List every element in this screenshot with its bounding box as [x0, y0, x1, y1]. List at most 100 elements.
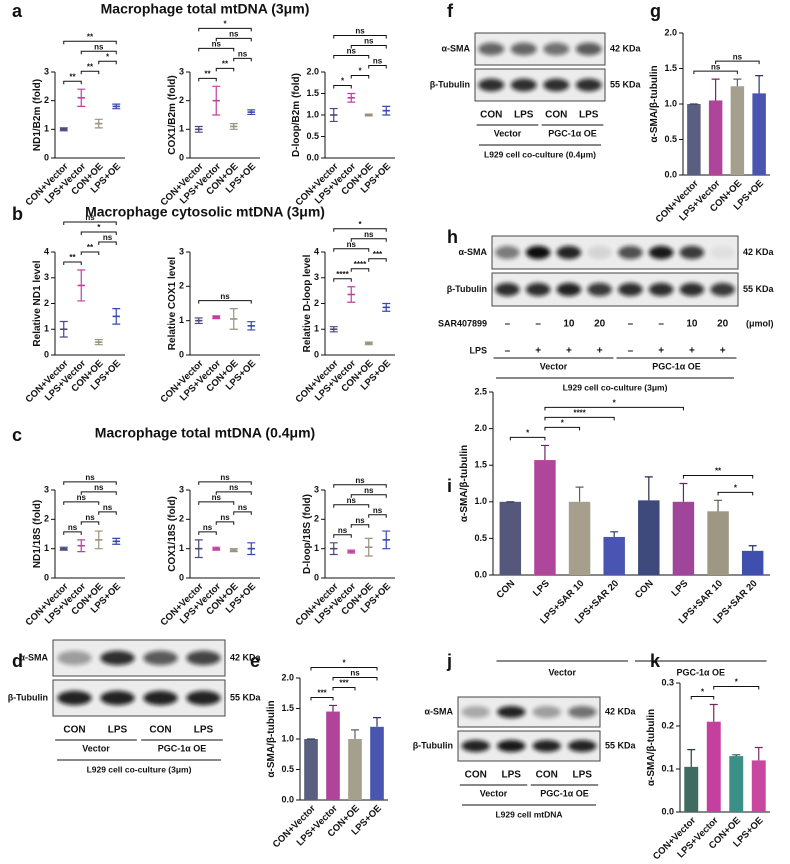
significance-label: ns — [85, 213, 95, 222]
significance-label: * — [358, 220, 362, 229]
y-tick-label: 1 — [44, 543, 49, 553]
band — [495, 245, 520, 260]
significance-label: ns — [220, 292, 230, 301]
y-tick-label: 3 — [314, 272, 319, 282]
significance-label: ns — [350, 669, 360, 678]
significance-label: * — [701, 688, 705, 697]
error-bar — [329, 107, 338, 123]
error-bar — [212, 315, 221, 320]
significance-bracket — [63, 501, 100, 505]
error-bar — [347, 549, 356, 554]
band — [525, 245, 551, 260]
lane-label: CON — [63, 725, 85, 736]
significance-label: ** — [69, 72, 76, 81]
significance-label: ns — [347, 47, 357, 56]
error-bar — [77, 539, 86, 553]
error-bar — [540, 444, 549, 461]
significance-label: * — [342, 659, 346, 668]
significance-bracket — [215, 491, 252, 495]
blot-row-label: β-Tubulin — [447, 284, 487, 294]
group-label: PGC-1α OE — [540, 788, 589, 798]
row-title: Macrophage total mtDNA (0.4μm) — [95, 425, 315, 441]
bar — [751, 760, 766, 812]
band — [575, 78, 602, 92]
blot-row-label: β-Tubulin — [8, 692, 48, 702]
y-tick-label: 0 — [44, 572, 49, 582]
y-tick-label: 1 — [314, 543, 319, 553]
y-tick-label: 0.5 — [664, 134, 677, 144]
significance-label: ns — [212, 493, 222, 502]
y-tick-label: 2 — [179, 95, 184, 105]
y-tick-label: 1.5 — [281, 703, 294, 713]
row-title: Macrophage cytosolic mtDNA (3μm) — [85, 204, 325, 220]
significance-label: ns — [364, 486, 374, 495]
y-axis-label: COX1/18S (fold) — [167, 496, 178, 572]
significance-label: ns — [203, 523, 213, 532]
bar — [370, 726, 384, 800]
error-bar — [711, 78, 720, 101]
y-tick-label: 3 — [314, 484, 319, 494]
lane-label: CON — [545, 110, 567, 121]
significance-label: ns — [711, 62, 721, 71]
significance-bracket — [310, 666, 378, 671]
group-label: Vector — [480, 788, 508, 798]
y-tick-label: 3 — [44, 484, 49, 494]
y-tick-label: 3 — [44, 66, 49, 76]
lane-label: LPS — [194, 725, 214, 736]
y-tick-label: 2.5 — [474, 386, 487, 396]
error-bar — [364, 341, 373, 346]
band — [510, 78, 537, 92]
band — [186, 690, 221, 706]
significance-label: ** — [204, 69, 211, 78]
error-bar — [575, 486, 584, 502]
significance-label: **** — [573, 409, 586, 418]
y-axis-label: ND1/B2m (fold) — [32, 79, 43, 151]
significance-label: ** — [87, 243, 94, 252]
y-tick-label: 0.0 — [661, 806, 674, 816]
significance-label: ns — [238, 49, 248, 58]
band — [143, 650, 178, 666]
error-bar — [610, 531, 619, 537]
significance-bracket — [98, 60, 117, 65]
band — [679, 245, 705, 260]
significance-label: * — [613, 399, 617, 408]
significance-bracket — [63, 40, 117, 45]
significance-bracket — [98, 241, 117, 246]
band — [556, 282, 582, 297]
bar — [534, 460, 556, 575]
band — [618, 245, 643, 260]
error-bar — [732, 754, 741, 757]
significance-label: * — [223, 19, 227, 28]
error-bar — [112, 103, 121, 110]
group-label: PGC-1α OE — [548, 128, 597, 138]
error-bar — [229, 123, 238, 130]
treatment-label: SAR407899 — [438, 318, 487, 328]
significance-label: ns — [103, 503, 113, 512]
significance-bracket — [350, 75, 370, 79]
kda-label: 42 KDa — [605, 706, 637, 716]
bar — [729, 756, 744, 812]
y-tick-label: 0 — [179, 572, 184, 582]
y-tick-label: 0 — [314, 572, 319, 582]
y-tick-label: 1.0 — [474, 496, 487, 506]
bar — [730, 86, 745, 175]
y-axis-label: α-SMA/β-tubulin — [266, 700, 277, 777]
y-tick-label: 2.0 — [664, 27, 677, 37]
panel-label: d — [12, 651, 23, 671]
treatment-level: – — [628, 346, 634, 357]
significance-bracket — [333, 35, 387, 39]
y-tick-label: 4 — [314, 246, 319, 256]
blot-row-label: β-Tubulin — [430, 79, 470, 89]
group-label: PGC-1α OE — [158, 743, 207, 753]
significance-bracket — [215, 521, 235, 525]
blot-caption: L929 cell co-culture (0.4μm) — [484, 149, 596, 159]
lane-label: CON — [536, 770, 558, 781]
significance-label: ** — [69, 253, 76, 262]
y-tick-label: 1 — [44, 324, 49, 334]
significance-bracket — [333, 484, 387, 488]
row-title: Macrophage total mtDNA (3μm) — [101, 1, 310, 17]
y-tick-label: 2.0 — [306, 66, 319, 76]
significance-label: ** — [87, 32, 94, 41]
error-bar — [247, 321, 256, 331]
significance-label: * — [734, 483, 738, 492]
